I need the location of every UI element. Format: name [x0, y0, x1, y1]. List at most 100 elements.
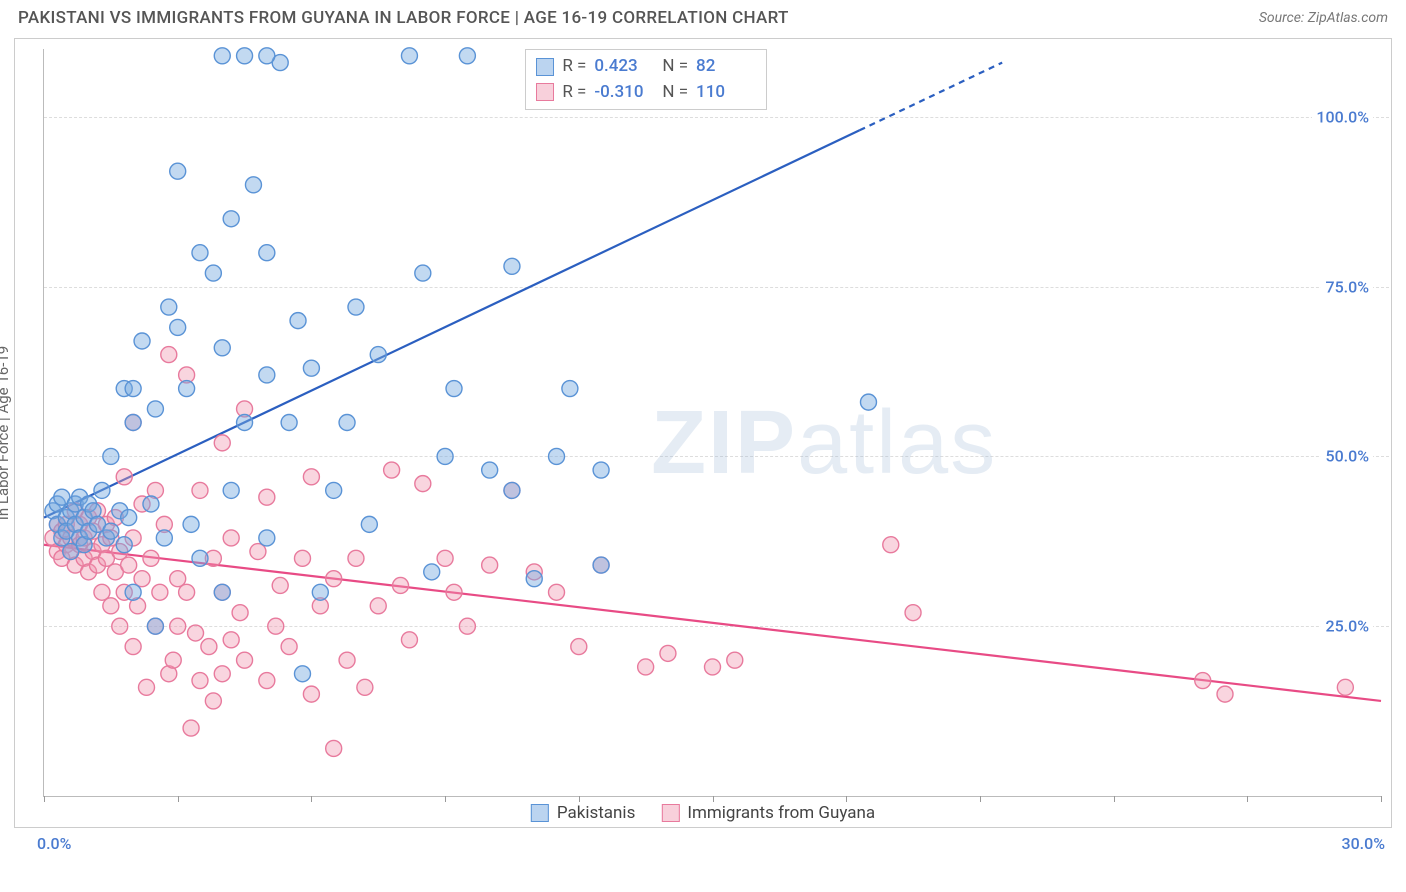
data-point: [272, 577, 288, 593]
data-point: [393, 577, 409, 593]
data-point: [125, 639, 141, 655]
n-value-series-1: 110: [696, 80, 756, 106]
n-label: N =: [662, 54, 688, 80]
data-point: [357, 679, 373, 695]
data-point: [459, 618, 475, 634]
x-tick: [445, 796, 446, 802]
data-point: [259, 530, 275, 546]
n-label: N =: [662, 80, 688, 106]
x-max-label: 30.0%: [1341, 834, 1385, 853]
r-label: R =: [562, 80, 586, 106]
x-tick: [713, 796, 714, 802]
data-point: [103, 523, 119, 539]
data-point: [504, 258, 520, 274]
data-point: [303, 686, 319, 702]
legend-label-1: Immigrants from Guyana: [687, 803, 875, 823]
data-point: [294, 550, 310, 566]
source-attribution: Source: ZipAtlas.com: [1259, 10, 1388, 26]
data-point: [192, 245, 208, 261]
data-point: [245, 177, 261, 193]
data-point: [116, 469, 132, 485]
data-point: [183, 720, 199, 736]
data-point: [303, 469, 319, 485]
data-point: [348, 299, 364, 315]
data-point: [147, 618, 163, 634]
data-point: [192, 550, 208, 566]
swatch-blue: [536, 58, 554, 76]
data-point: [259, 245, 275, 261]
data-point: [259, 673, 275, 689]
data-point: [424, 564, 440, 580]
correlation-legend: R = 0.423 N = 82 R = -0.310 N = 110: [525, 49, 767, 110]
data-point: [437, 550, 453, 566]
data-point: [121, 557, 137, 573]
data-point: [147, 401, 163, 417]
x-tick: [579, 796, 580, 802]
chart-title: PAKISTANI VS IMMIGRANTS FROM GUYANA IN L…: [18, 8, 789, 28]
data-point: [370, 347, 386, 363]
data-point: [125, 381, 141, 397]
x-tick: [178, 796, 179, 802]
x-tick: [1247, 796, 1248, 802]
data-point: [143, 550, 159, 566]
data-point: [294, 666, 310, 682]
data-point: [401, 632, 417, 648]
data-point: [183, 516, 199, 532]
data-point: [170, 319, 186, 335]
data-point: [139, 679, 155, 695]
data-point: [326, 571, 342, 587]
data-point: [281, 415, 297, 431]
r-value-series-1: -0.310: [594, 80, 654, 106]
data-point: [562, 381, 578, 397]
x-tick: [311, 796, 312, 802]
data-point: [170, 163, 186, 179]
data-point: [237, 652, 253, 668]
data-point: [223, 211, 239, 227]
data-point: [446, 381, 462, 397]
x-tick: [44, 796, 45, 802]
data-point: [201, 639, 217, 655]
data-point: [125, 415, 141, 431]
data-point: [459, 48, 475, 64]
plot-area: 25.0%50.0%75.0%100.0% R = 0.423 N = 82 R…: [43, 49, 1381, 797]
data-point: [312, 584, 328, 600]
swatch-pink: [536, 83, 554, 101]
data-point: [370, 598, 386, 614]
data-point: [593, 462, 609, 478]
data-point: [214, 340, 230, 356]
data-point: [281, 639, 297, 655]
data-point: [1195, 673, 1211, 689]
data-point: [170, 618, 186, 634]
data-point: [237, 415, 253, 431]
x-tick: [1114, 796, 1115, 802]
data-point: [638, 659, 654, 675]
data-point: [223, 530, 239, 546]
data-point: [727, 652, 743, 668]
data-point: [103, 448, 119, 464]
legend-swatch-pink: [661, 804, 679, 822]
data-point: [214, 584, 230, 600]
data-point: [549, 448, 565, 464]
data-point: [361, 516, 377, 532]
data-point: [259, 48, 275, 64]
y-axis-label: In Labor Force | Age 16-19: [0, 346, 12, 520]
data-point: [179, 381, 195, 397]
data-point: [326, 740, 342, 756]
r-label: R =: [562, 54, 586, 80]
x-min-label: 0.0%: [37, 834, 71, 853]
data-point: [571, 639, 587, 655]
data-point: [339, 652, 355, 668]
x-tick: [1381, 796, 1382, 802]
data-point: [482, 462, 498, 478]
data-point: [303, 360, 319, 376]
data-point: [112, 618, 128, 634]
data-point: [237, 48, 253, 64]
data-point: [205, 265, 221, 281]
data-point: [161, 299, 177, 315]
data-point: [205, 693, 221, 709]
data-point: [259, 367, 275, 383]
data-point: [549, 584, 565, 600]
scatter-svg: [44, 49, 1381, 796]
data-point: [905, 605, 921, 621]
data-point: [384, 462, 400, 478]
